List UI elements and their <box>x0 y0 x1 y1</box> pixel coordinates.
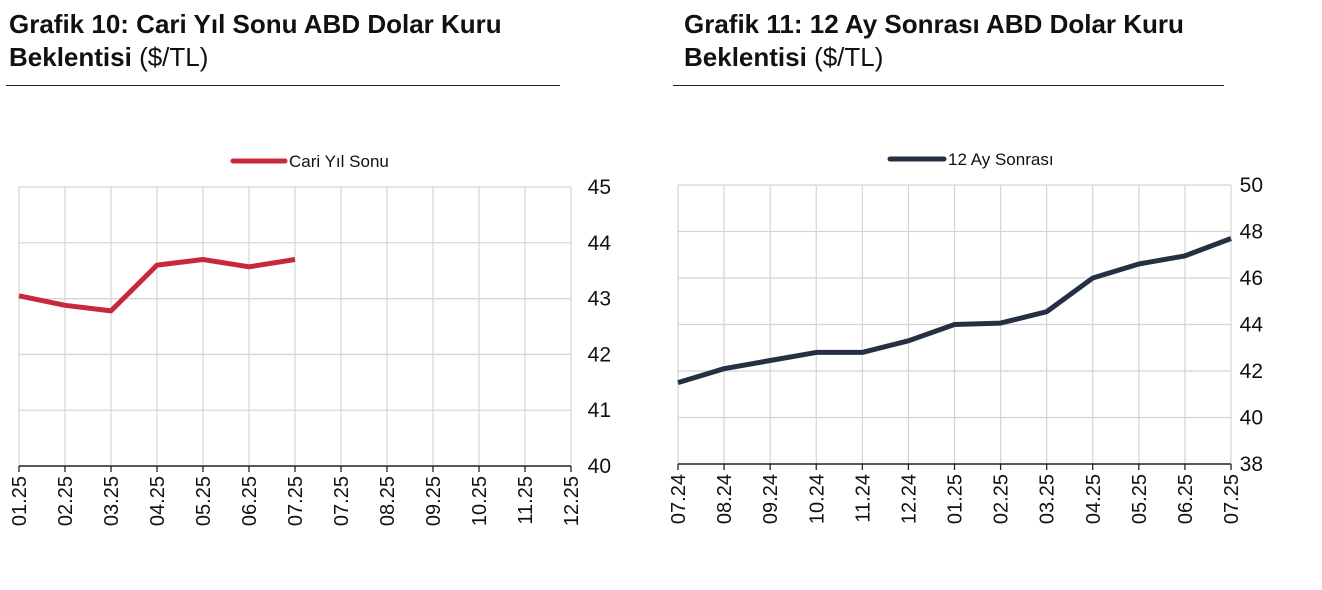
chart-title-unit: ($/TL) <box>814 42 884 72</box>
y-tick-label: 44 <box>588 232 612 255</box>
gridlines <box>18 186 572 466</box>
x-tick-label: 11.25 <box>515 476 537 525</box>
chart-title: Grafik 10: Cari Yıl Sonu ABD Dolar Kuru … <box>9 8 569 74</box>
legend: Cari Yıl Sonu <box>230 152 389 171</box>
gridlines <box>677 184 1232 464</box>
x-tick-label: 05.25 <box>1129 474 1151 524</box>
line-chart-12-ay-sonrasi: 38 40 42 44 46 48 50 07.24 08.24 09.24 10.24 11.24 1… <box>668 150 1264 524</box>
line-chart-cari-yil-sonu: 40 41 42 43 44 45 01.25 02.25 03.25 04.25 05.25 06.… <box>9 152 612 526</box>
x-tick-label: 07.24 <box>668 474 690 524</box>
y-tick-label: 41 <box>588 399 611 422</box>
x-tick-label: 06.25 <box>239 476 261 526</box>
x-tick-label: 07.25 <box>331 476 353 526</box>
x-tick-label: 02.25 <box>55 476 77 526</box>
x-tick-label: 12.25 <box>561 476 583 526</box>
y-tick-label: 38 <box>1240 453 1263 476</box>
x-tick-label: 01.25 <box>945 474 967 524</box>
x-tick-label: 08.24 <box>714 474 736 524</box>
y-tick-label: 44 <box>1240 314 1264 337</box>
chart-title-text: Grafik 11: 12 Ay Sonrası ABD Dolar Kuru … <box>684 9 1184 72</box>
x-tick-label: 12.24 <box>898 474 920 524</box>
x-tick-label: 10.24 <box>806 474 828 524</box>
x-tick-label: 03.25 <box>101 476 123 526</box>
x-tick-label: 05.25 <box>193 476 215 526</box>
legend: 12 Ay Sonrası <box>887 150 1054 169</box>
y-tick-label: 42 <box>588 343 611 366</box>
chart-title-text: Grafik 10: Cari Yıl Sonu ABD Dolar Kuru … <box>9 9 502 72</box>
y-tick-label: 40 <box>588 455 611 478</box>
x-tick-label: 04.25 <box>1083 474 1105 524</box>
x-tick-label: 04.25 <box>147 476 169 526</box>
y-tick-label: 42 <box>1240 360 1263 383</box>
y-tick-label: 46 <box>1240 267 1263 290</box>
x-tick-label: 03.25 <box>1037 474 1059 524</box>
legend-label: 12 Ay Sonrası <box>948 150 1054 169</box>
y-tick-label: 48 <box>1240 221 1263 244</box>
title-divider <box>673 85 1224 86</box>
legend-label: Cari Yıl Sonu <box>289 152 389 171</box>
x-tick-label: 07.25 <box>1221 474 1243 524</box>
title-divider <box>6 85 560 86</box>
chart-title: Grafik 11: 12 Ay Sonrası ABD Dolar Kuru … <box>684 8 1244 74</box>
x-tick-label: 06.25 <box>1175 474 1197 524</box>
x-tick-label: 07.25 <box>285 476 307 526</box>
y-tick-label: 45 <box>588 176 611 199</box>
x-tick-label: 01.25 <box>9 476 31 526</box>
chart-panel-grafik-10: Grafik 10: Cari Yıl Sonu ABD Dolar Kuru … <box>0 0 660 590</box>
chart-panel-grafik-11: Grafik 11: 12 Ay Sonrası ABD Dolar Kuru … <box>668 0 1322 590</box>
x-tick-label: 09.24 <box>760 474 782 524</box>
x-tick-label: 11.24 <box>852 474 874 523</box>
y-tick-label: 40 <box>1240 407 1263 430</box>
y-tick-label: 43 <box>588 288 611 311</box>
x-tick-label: 08.25 <box>377 476 399 526</box>
x-tick-label: 09.25 <box>423 476 445 526</box>
chart-title-unit: ($/TL) <box>139 42 209 72</box>
x-tick-label: 02.25 <box>991 474 1013 524</box>
x-tick-label: 10.25 <box>469 476 491 526</box>
y-tick-label: 50 <box>1240 174 1263 197</box>
